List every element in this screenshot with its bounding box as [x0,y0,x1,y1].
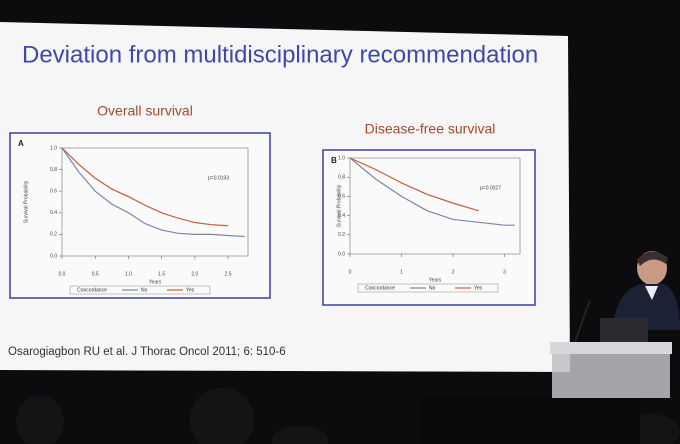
audience [16,388,680,444]
legend-title: Concordance [77,287,107,293]
y-tick-label: 0.4 [50,210,57,216]
survival-curve [61,147,245,238]
annotation: p=0.0027 [480,185,501,191]
chart-frame [9,132,271,299]
plot-area [61,147,249,257]
annotation: p=0.0193 [208,175,229,181]
legend-frame [357,283,499,293]
y-tick-label: 0.2 [50,232,57,238]
x-axis-label: Years [429,277,442,283]
y-axis-label: Survival Probability [336,184,342,227]
legend-label: Yes [474,285,483,291]
podium [550,342,672,398]
x-tick-label: 0 [349,269,352,275]
x-tick-label: 2.5 [225,271,232,277]
survival-curve [349,157,515,226]
x-axis-label: Years [149,279,162,285]
slide-title: Deviation from multidisciplinary recomme… [22,41,538,68]
y-axis-label: Survival Probability [23,180,29,223]
y-tick-label: 0.6 [50,189,57,195]
x-tick-label: 0.5 [92,271,99,277]
legend-frame [69,285,211,295]
y-tick-label: 0.6 [338,194,345,200]
y-tick-label: 0.2 [338,232,345,238]
legend-title: Concordance [365,285,395,291]
chart-title: Disease-free survival [365,121,496,137]
x-tick-label: 1 [400,269,403,275]
chart-title: Overall survival [97,103,193,119]
legend-label: No [141,287,148,293]
survival-curve [349,157,479,212]
y-tick-label: 1.0 [50,145,57,151]
x-tick-label: 3 [503,269,506,275]
chart-frame [322,149,536,306]
y-tick-label: 0.4 [338,213,345,219]
y-tick-label: 0.8 [338,175,345,181]
x-tick-label: 0.0 [59,271,66,277]
panel-label: B [331,156,337,165]
x-tick-label: 1.0 [125,271,132,277]
legend-label: Yes [186,287,195,293]
panel-label: A [18,139,24,148]
y-tick-label: 0.8 [50,167,57,173]
presenter [571,251,680,351]
x-tick-label: 1.5 [158,271,165,277]
survival-curve [61,147,229,227]
citation: Osarogiagbon RU et al. J Thorac Oncol 20… [8,346,286,358]
plot-area [349,157,521,255]
legend-label: No [429,285,436,291]
y-tick-label: 0.0 [338,251,345,257]
y-tick-label: 0.0 [50,253,57,259]
x-tick-label: 2 [452,269,455,275]
x-tick-label: 2.0 [191,271,198,277]
y-tick-label: 1.0 [338,155,345,161]
